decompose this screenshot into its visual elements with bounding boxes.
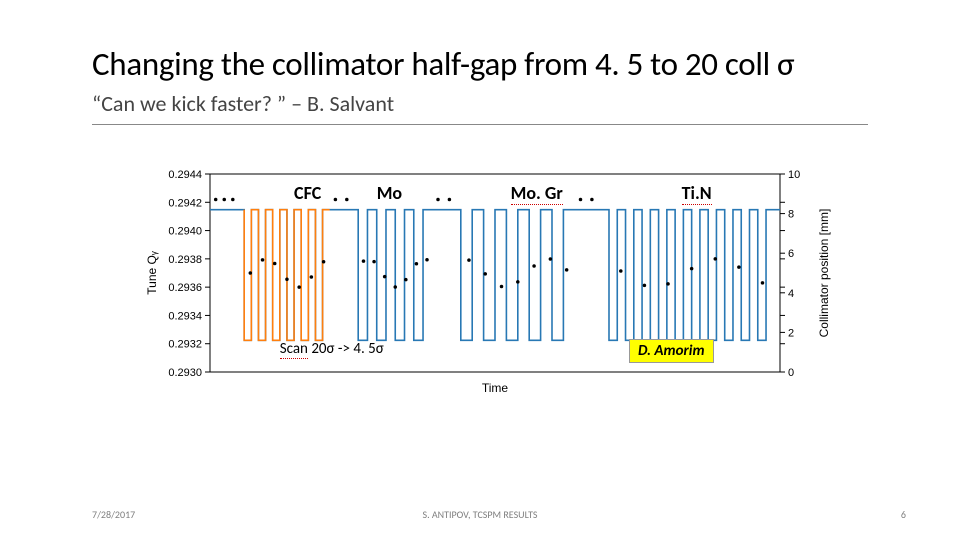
- svg-text:6: 6: [788, 248, 794, 260]
- svg-text:0.2936: 0.2936: [168, 282, 202, 294]
- svg-text:10: 10: [788, 169, 800, 181]
- slide-footer: 7/28/2017 S. ANTIPOV, TCSPM RESULTS 6: [0, 508, 960, 526]
- svg-text:Time: Time: [482, 381, 509, 395]
- material-label: Ti.N: [682, 182, 712, 204]
- svg-text:2: 2: [788, 327, 794, 339]
- svg-text:0: 0: [788, 367, 794, 379]
- svg-text:Tune Qᵧ: Tune Qᵧ: [145, 251, 159, 295]
- material-label: Mo: [377, 182, 402, 204]
- footer-center: S. ANTIPOV, TCSPM RESULTS: [0, 508, 960, 521]
- svg-text:0.2940: 0.2940: [168, 226, 202, 238]
- title-rule: [92, 124, 868, 125]
- svg-text:0.2932: 0.2932: [168, 339, 202, 351]
- slide-subtitle: “Can we kick faster? ” – B. Salvant: [92, 90, 394, 117]
- svg-text:Collimator position [mm]: Collimator position [mm]: [817, 209, 831, 338]
- svg-text:0.2930: 0.2930: [168, 367, 202, 379]
- svg-text:0.2934: 0.2934: [168, 310, 202, 322]
- chart-container: 0.2930 0.2932 0.2934 0.2936 0.2938 0.2940 0.29…: [142, 164, 852, 402]
- svg-text:0.2938: 0.2938: [168, 254, 202, 266]
- footer-page-number: 6: [901, 508, 906, 521]
- material-label: Mo. Gr: [511, 182, 563, 204]
- material-label: CFC: [294, 182, 321, 204]
- svg-text:0.2942: 0.2942: [168, 197, 202, 209]
- svg-text:4: 4: [788, 288, 794, 300]
- slide-title: Changing the collimator half-gap from 4.…: [92, 44, 794, 84]
- svg-text:8: 8: [788, 209, 794, 221]
- scan-label: Scan 20σ -> 4. 5σ: [280, 340, 384, 358]
- svg-text:0.2944: 0.2944: [168, 169, 202, 181]
- author-credit: D. Amorim: [629, 339, 714, 363]
- chart-svg: 0.2930 0.2932 0.2934 0.2936 0.2938 0.2940 0.29…: [142, 164, 852, 402]
